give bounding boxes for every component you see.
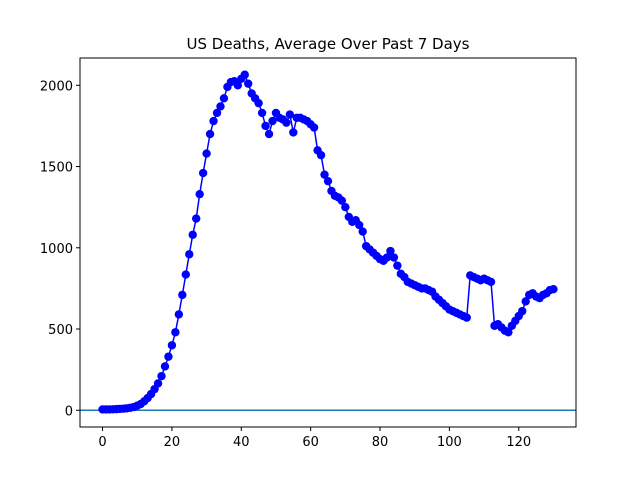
data-point — [386, 246, 395, 256]
data-point — [504, 328, 513, 337]
y-tick-label: 1500 — [40, 161, 73, 176]
y-tick-label: 500 — [48, 323, 73, 338]
data-point — [244, 79, 253, 88]
data-point — [389, 253, 399, 262]
data-point — [254, 98, 263, 108]
data-point — [358, 227, 367, 236]
plot-frame — [79, 57, 577, 428]
data-point — [521, 297, 530, 306]
data-point — [462, 313, 471, 322]
data-point — [188, 230, 197, 239]
data-point — [323, 176, 333, 186]
x-tick-label: 100 — [437, 435, 462, 450]
data-point — [191, 214, 201, 223]
x-tick-label: 40 — [233, 435, 250, 450]
data-point — [549, 285, 558, 294]
data-point — [316, 150, 326, 160]
data-point — [268, 116, 277, 126]
y-tick-label: 1000 — [40, 242, 73, 257]
data-point — [320, 170, 329, 179]
data-point — [233, 81, 243, 90]
data-point — [209, 116, 218, 126]
data-point — [282, 118, 291, 127]
data-point — [198, 168, 208, 178]
data-point — [219, 94, 229, 103]
data-point — [181, 270, 190, 279]
chart-title: US Deaths, Average Over Past 7 Days — [187, 35, 470, 53]
data-point — [195, 189, 204, 199]
data-point — [205, 129, 215, 139]
data-point — [261, 121, 270, 131]
data-point — [171, 328, 180, 337]
data-point — [178, 290, 187, 300]
data-point — [167, 341, 177, 350]
data-point — [309, 123, 319, 132]
x-tick-label: 0 — [98, 435, 106, 450]
data-point — [174, 310, 184, 319]
data-point — [518, 306, 527, 316]
x-tick-label: 60 — [302, 435, 319, 450]
data-point — [157, 371, 166, 381]
data-point — [153, 379, 163, 388]
data-point — [202, 149, 211, 158]
data-point — [341, 202, 350, 212]
data-point — [240, 70, 249, 79]
data-point — [212, 108, 222, 118]
y-tick-label: 2000 — [40, 79, 73, 94]
data-point — [382, 253, 392, 262]
data-point — [160, 362, 170, 371]
data-point — [164, 352, 173, 361]
data-point — [285, 110, 295, 119]
y-tick-label: 0 — [65, 404, 73, 419]
data-point — [337, 196, 347, 205]
data-point — [486, 277, 496, 287]
data-point — [355, 220, 364, 230]
x-tick-label: 80 — [372, 435, 389, 450]
x-tick-label: 20 — [164, 435, 181, 450]
data-point — [185, 250, 194, 259]
data-point — [393, 261, 402, 270]
data-point — [216, 102, 225, 111]
x-tick-label: 120 — [506, 435, 531, 450]
data-point — [264, 129, 274, 139]
data-point — [257, 108, 267, 118]
data-point — [289, 128, 298, 137]
